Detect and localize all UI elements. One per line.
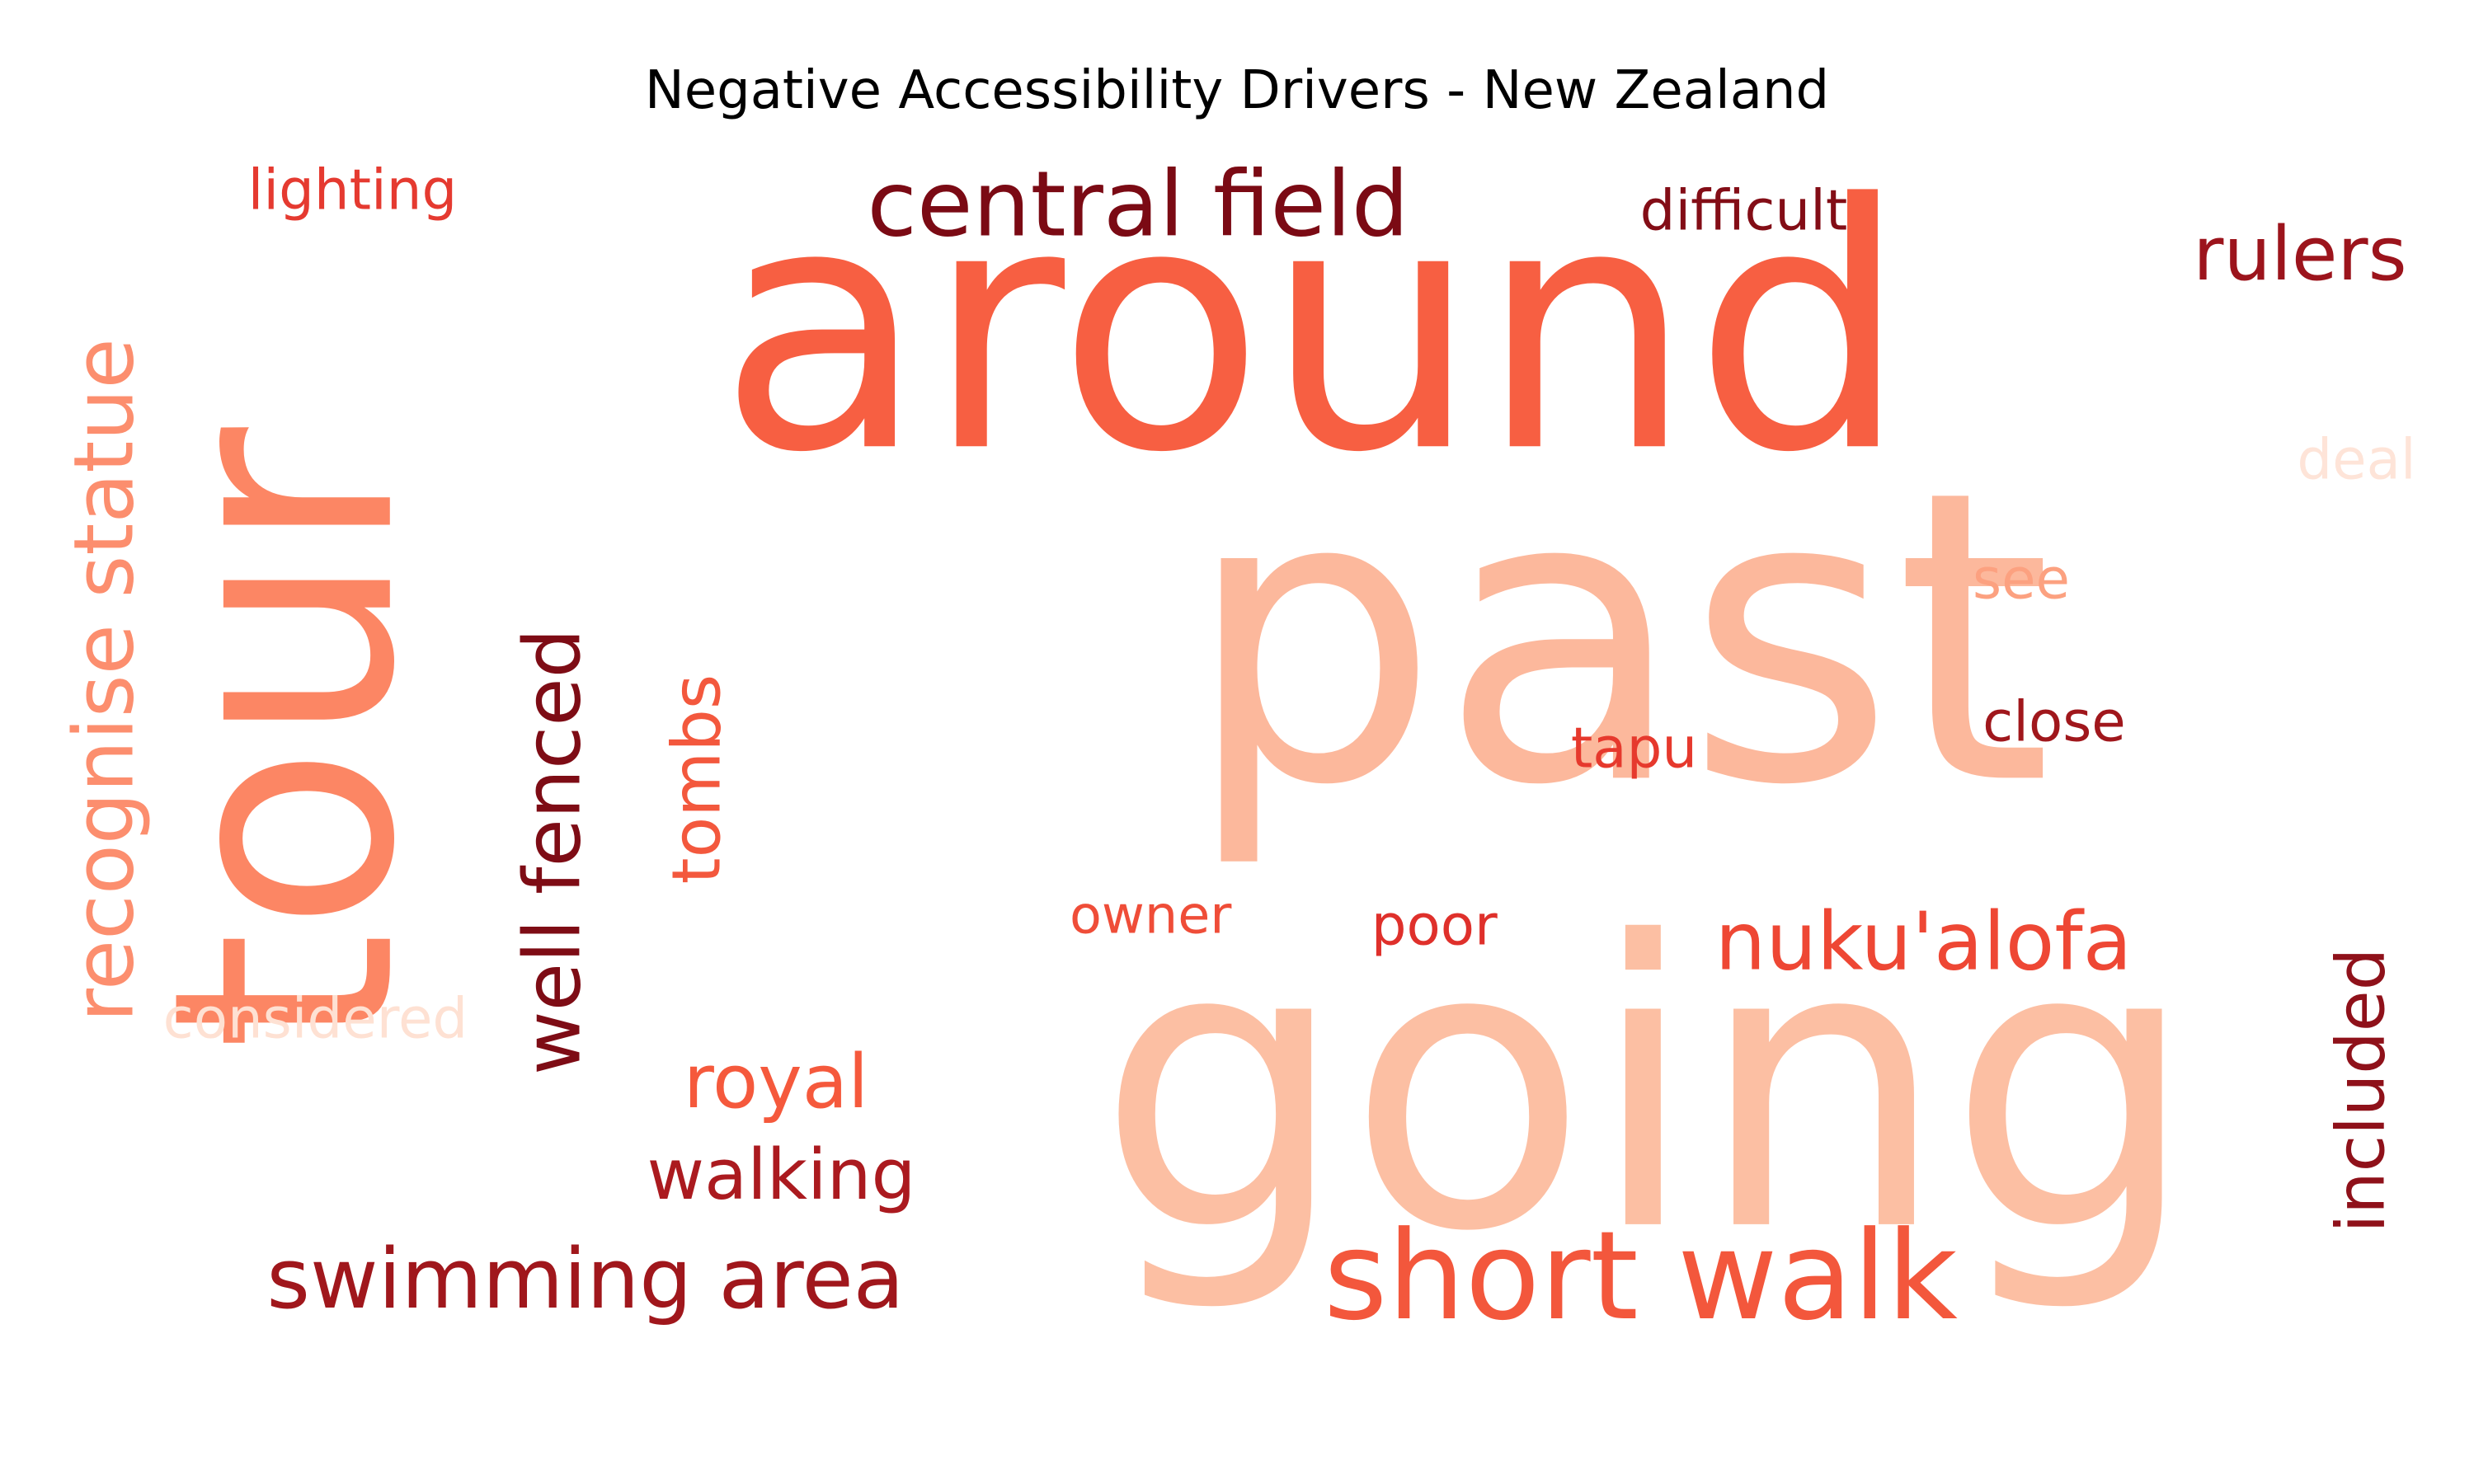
chart-title: Negative Accessibility Drivers - New Zea… xyxy=(644,60,1830,121)
word-going: going xyxy=(1097,858,2198,1317)
word-swimming-area: swimming area xyxy=(266,1230,904,1327)
word-past: past xyxy=(1184,405,2052,872)
word-owner: owner xyxy=(1070,884,1232,945)
word-deal: deal xyxy=(2297,427,2415,492)
word-close: close xyxy=(1982,689,2126,754)
word-around: around xyxy=(718,132,1908,526)
word-central-field: central field xyxy=(867,151,1409,256)
word-recognise-statue: recognise statue xyxy=(58,338,153,1022)
word-rulers: rulers xyxy=(2193,211,2406,298)
word-tombs: tombs xyxy=(658,674,736,884)
word-included: included xyxy=(2322,948,2400,1233)
word-lighting: lighting xyxy=(248,157,458,223)
word-difficult: difficult xyxy=(1640,178,1848,243)
word-considered: considered xyxy=(163,986,468,1051)
word-tapu: tapu xyxy=(1571,716,1697,781)
word-walking: walking xyxy=(647,1134,915,1216)
word-well-fenced: well fenced xyxy=(507,628,598,1075)
word-short-walk: short walk xyxy=(1324,1205,1958,1348)
word-see: see xyxy=(1973,547,2070,612)
word-royal: royal xyxy=(684,1039,868,1125)
word-tour: tour xyxy=(108,424,463,1050)
word-poor: poor xyxy=(1371,893,1498,958)
word-nuku-alofa: nuku'alofa xyxy=(1715,895,2133,989)
